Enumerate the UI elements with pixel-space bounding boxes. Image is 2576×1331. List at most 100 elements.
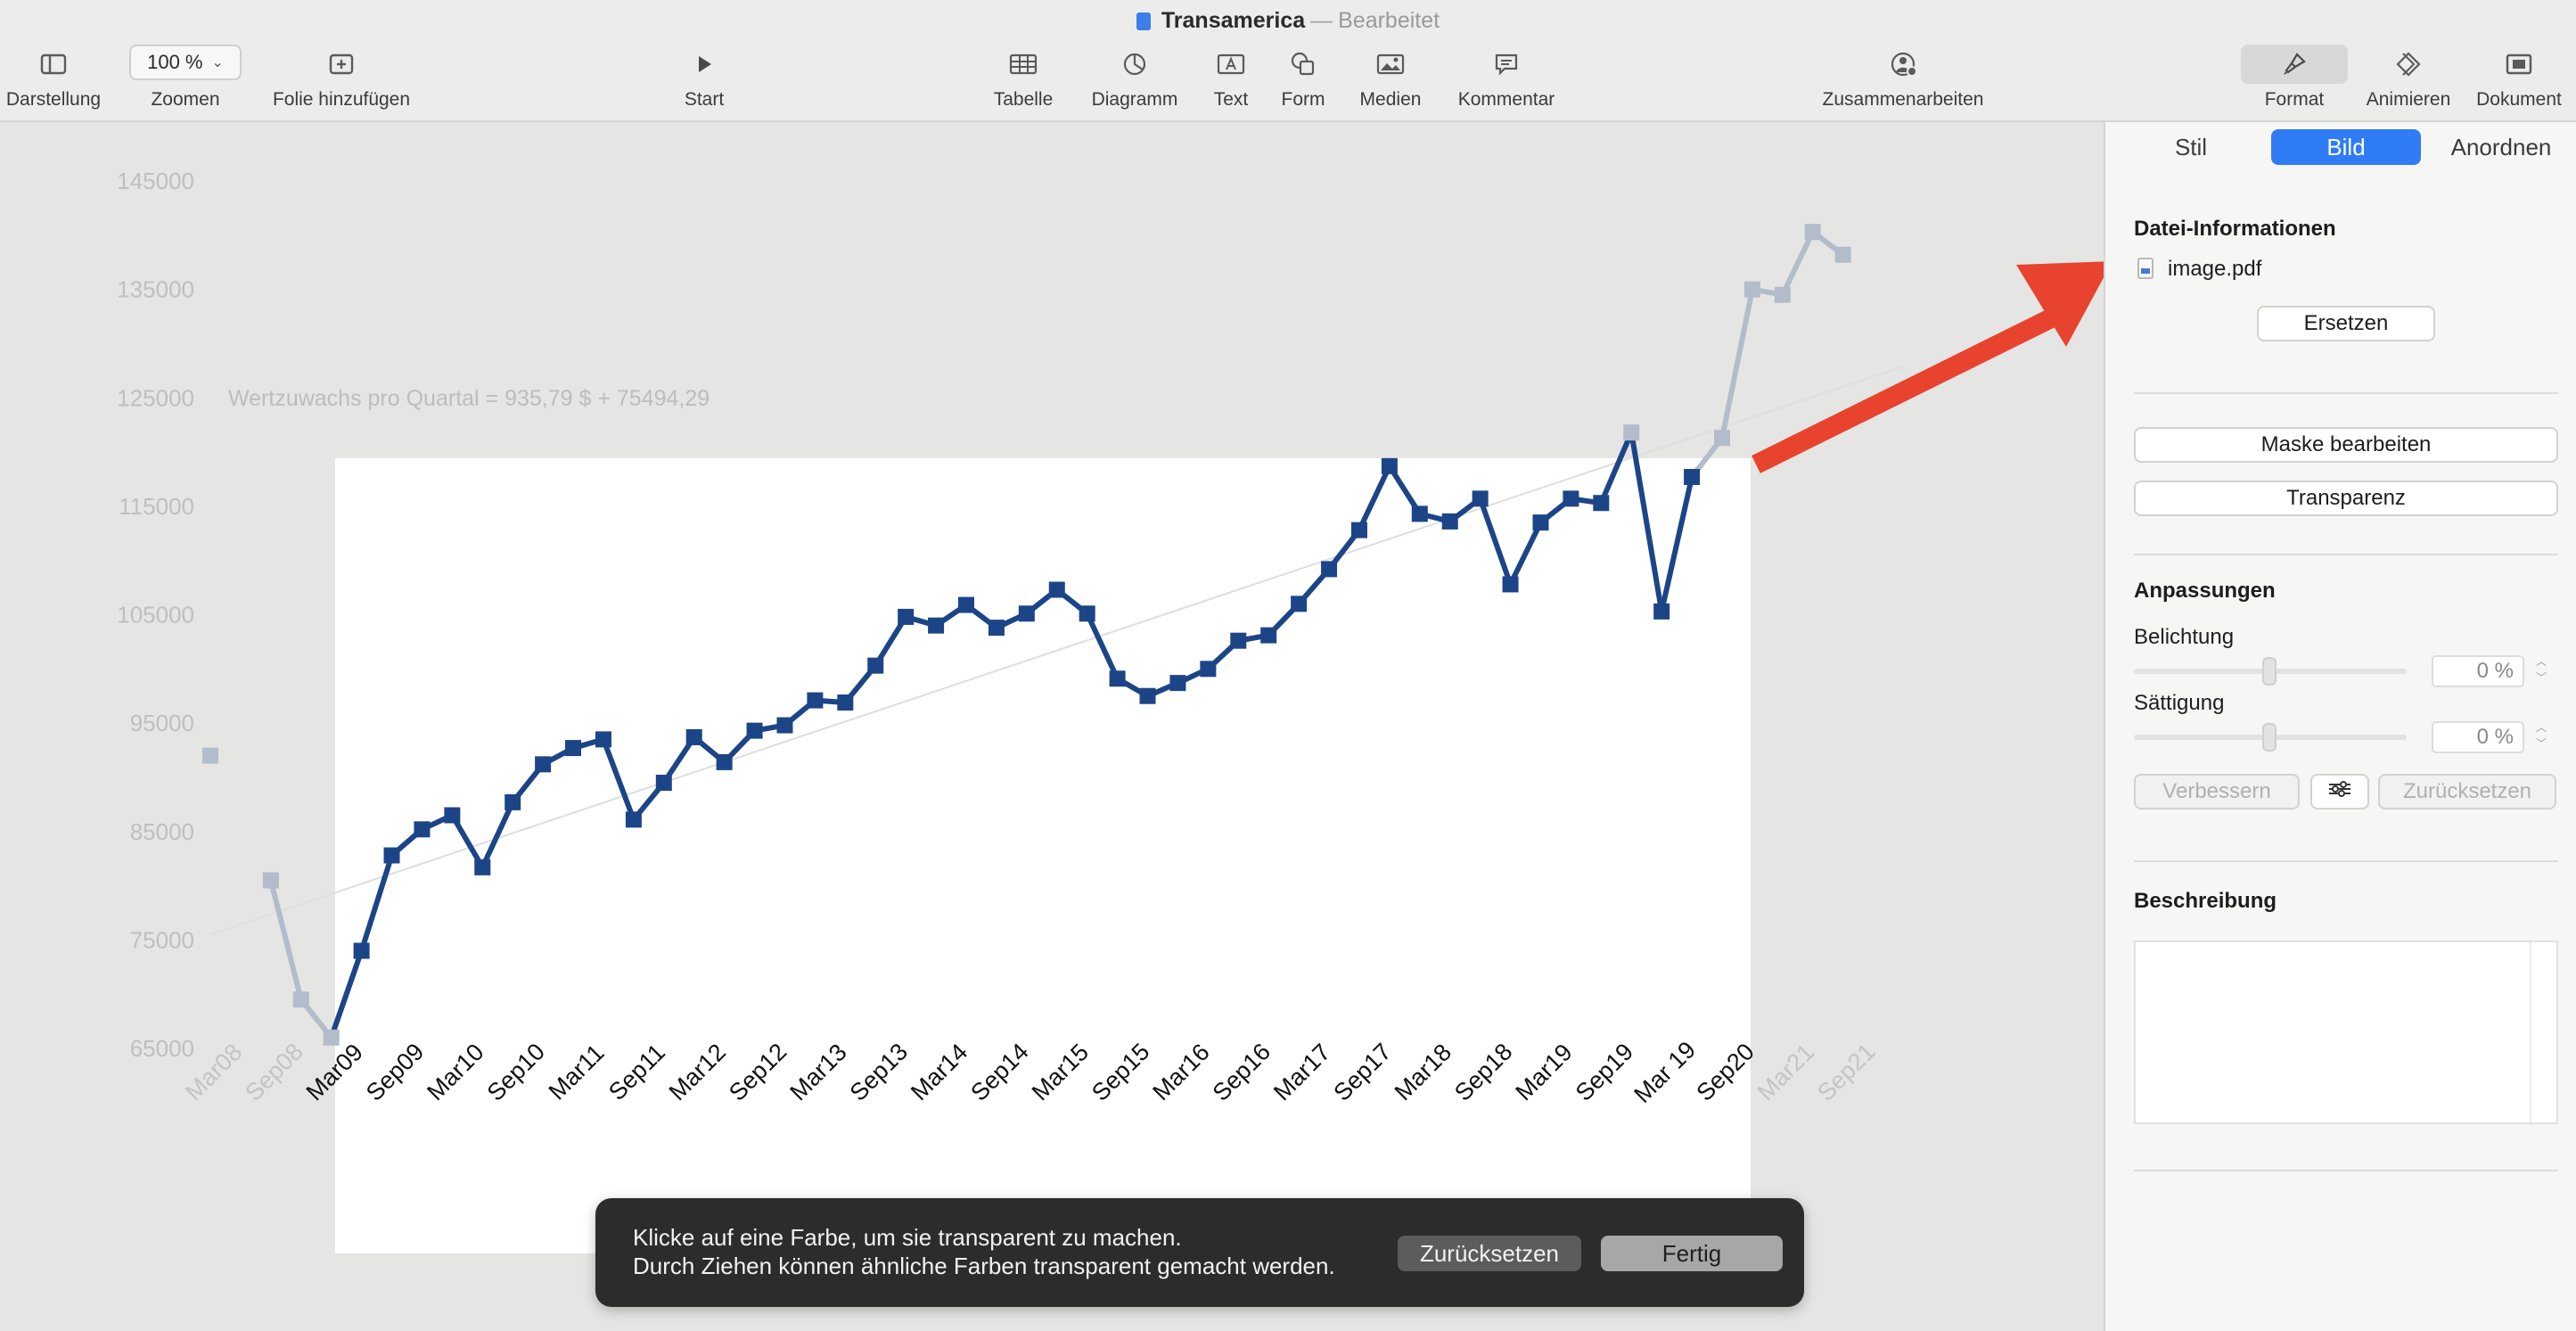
zoom-popup[interactable]: 100 % ⌄ <box>129 45 242 80</box>
data-point-marker <box>958 596 974 613</box>
file-name: image.pdf <box>2168 257 2262 281</box>
data-point-marker <box>1743 281 1760 298</box>
data-point-marker <box>1079 605 1095 622</box>
data-point-marker <box>1260 627 1277 644</box>
toolbar-media-button[interactable]: Medien <box>1319 45 1462 116</box>
toolbar-darstellung-button[interactable]: Darstellung <box>0 45 125 116</box>
edit-mask-button[interactable]: Maske bearbeiten <box>2134 427 2558 463</box>
y-axis: 145000 135000 125000 115000 105000 95000 85000… <box>117 168 194 1062</box>
enhance-button[interactable]: Verbessern <box>2134 774 2300 809</box>
saturation-slider-knob[interactable] <box>2262 723 2277 752</box>
exposure-label: Belichtung <box>2134 625 2235 649</box>
divider <box>2134 554 2558 555</box>
series-markers <box>202 224 1851 1046</box>
divider <box>2134 392 2558 394</box>
y-tick-label: 125000 <box>117 384 194 411</box>
y-tick-label: 105000 <box>117 602 194 629</box>
toolbar-format-button[interactable]: Format <box>2223 45 2366 116</box>
toolbar-start-button[interactable]: Start <box>633 45 775 116</box>
series-segment <box>480 799 516 870</box>
hud-done-button[interactable]: Fertig <box>1601 1236 1783 1271</box>
divider <box>2134 1170 2558 1171</box>
data-point-marker <box>1381 457 1398 474</box>
keynote-document-icon <box>1136 12 1151 30</box>
y-tick-label: 115000 <box>119 493 194 520</box>
data-point-marker <box>292 991 309 1008</box>
media-icon <box>1369 45 1412 84</box>
saturation-slider[interactable] <box>2134 723 2407 752</box>
saturation-stepper[interactable]: ︿ ﹀ <box>2535 721 2547 750</box>
exposure-slider-knob[interactable] <box>2262 657 2277 686</box>
trend-equation-label: Wertzuwachs pro Quartal = 935,79 $ + 754… <box>228 386 710 411</box>
tab-bild[interactable]: Bild <box>2271 129 2421 165</box>
saturation-label: Sättigung <box>2134 691 2225 715</box>
document-icon <box>2498 45 2540 84</box>
sidebar-icon <box>32 45 75 84</box>
saturation-value-field[interactable]: 0 % <box>2432 721 2524 753</box>
data-point-marker <box>565 740 582 757</box>
data-point-marker <box>776 717 793 734</box>
add-slide-icon <box>320 45 363 84</box>
data-point-marker <box>1018 605 1035 622</box>
exposure-value-field[interactable]: 0 % <box>2432 655 2524 687</box>
transparency-button[interactable]: Transparenz <box>2134 481 2558 516</box>
data-point-marker <box>867 657 884 674</box>
exposure-slider[interactable] <box>2134 657 2407 686</box>
description-textarea[interactable] <box>2134 941 2558 1124</box>
toolbar-animate-button[interactable]: Animieren <box>2337 45 2480 116</box>
diamond-icon <box>2387 45 2430 84</box>
toolbar-document-button[interactable]: Dokument <box>2448 45 2576 116</box>
toolbar-add-slide-button[interactable]: Folie hinzufügen <box>270 45 413 116</box>
data-point-marker <box>1411 505 1428 522</box>
series-segment <box>267 877 304 1003</box>
file-info-heading: Datei-Informationen <box>2134 217 2336 241</box>
paintbrush-icon <box>2241 45 2348 84</box>
series-segment <box>600 736 636 823</box>
data-point-marker <box>383 847 400 864</box>
tab-anordnen[interactable]: Anordnen <box>2450 133 2552 160</box>
toolbar-table-button[interactable]: Tabelle <box>952 45 1095 116</box>
hud-reset-button[interactable]: Zurücksetzen <box>1398 1236 1581 1271</box>
instant-alpha-hud: Klicke auf eine Farbe, um sie transparen… <box>595 1198 1804 1307</box>
toolbar-comment-button[interactable]: Kommentar <box>1435 45 1578 116</box>
chart-image[interactable]: 145000 135000 125000 115000 105000 95000 85000… <box>0 122 2104 1331</box>
series-segment <box>1084 611 1120 682</box>
adjust-settings-button[interactable] <box>2310 774 2369 809</box>
series-segment <box>1659 474 1695 614</box>
pdf-file-icon <box>2137 258 2154 279</box>
data-point-marker <box>837 694 854 711</box>
toolbar: Transamerica — Bearbeitet Darstellung 100 … <box>0 0 2576 122</box>
data-point-marker <box>655 775 672 792</box>
toolbar-collaborate-button[interactable]: Zusammenarbeiten <box>1823 45 1983 116</box>
x-tick-label: Mar21 <box>1752 1039 1819 1105</box>
data-point-marker <box>1563 490 1579 507</box>
series-segment <box>358 852 395 954</box>
toolbar-chart-button[interactable]: Diagramm <box>1063 45 1206 116</box>
data-point-marker <box>444 807 461 824</box>
series-segment <box>1779 229 1816 298</box>
data-point-marker <box>1200 661 1217 678</box>
toolbar-shape-button[interactable]: Form <box>1232 45 1374 116</box>
toolbar-zoom-control[interactable]: 100 % ⌄ Zoomen <box>114 45 257 116</box>
data-point-marker <box>1774 286 1791 303</box>
data-point-marker <box>202 747 218 764</box>
data-point-marker <box>1684 469 1701 486</box>
x-tick-label: Sep21 <box>1812 1038 1880 1105</box>
toolbar-text-button[interactable]: Text <box>1160 45 1302 116</box>
data-point-marker <box>353 942 370 959</box>
reset-adjustments-button[interactable]: Zurücksetzen <box>2378 774 2556 809</box>
replace-button[interactable]: Ersetzen <box>2257 306 2435 341</box>
tab-stil[interactable]: Stil <box>2174 133 2208 160</box>
data-point-marker <box>474 859 491 875</box>
data-point-marker <box>1532 514 1549 531</box>
slide-canvas[interactable]: 145000 135000 125000 115000 105000 95000 85000… <box>0 122 2104 1331</box>
data-point-marker <box>1230 632 1247 649</box>
slide-image-white-area[interactable] <box>335 458 1751 1253</box>
inspector-tabs: Stil Bild Anordnen <box>2105 129 2576 170</box>
exposure-stepper[interactable]: ︿ ﹀ <box>2535 655 2547 684</box>
data-point-marker <box>323 1029 340 1046</box>
data-point-marker <box>595 731 611 748</box>
description-scrollbar[interactable] <box>2530 942 2556 1122</box>
collaborate-icon <box>1882 45 1924 84</box>
series-segment <box>1507 520 1544 587</box>
